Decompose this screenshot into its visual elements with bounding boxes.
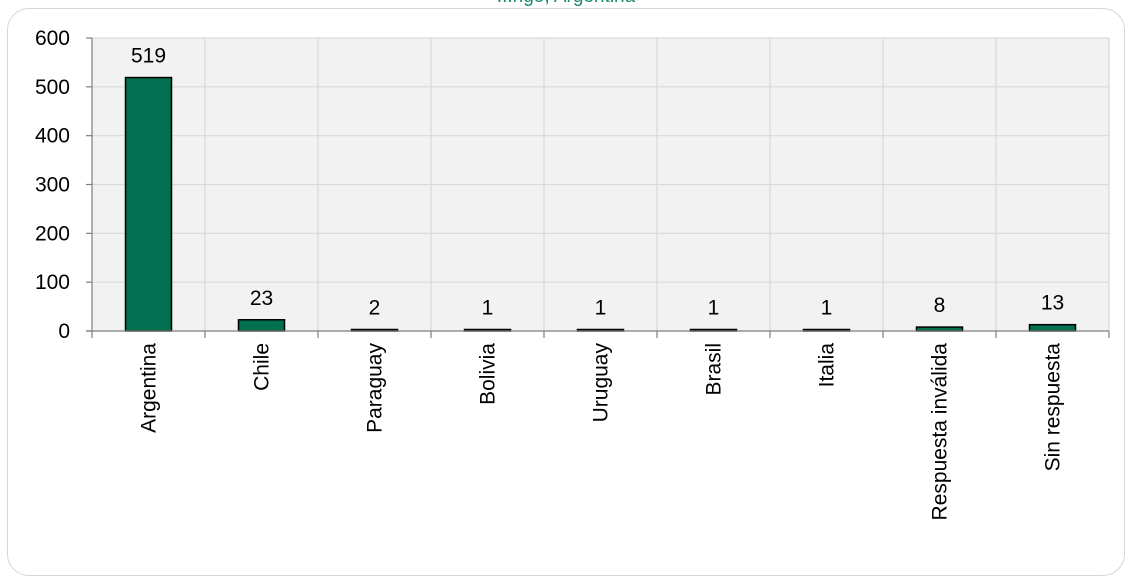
- data-labels: 519 23 2 1 1 1 1 8 13: [131, 45, 1064, 320]
- x-category-label: Brasil: [703, 343, 726, 396]
- chart-title: ...ngo, Argentina: [0, 0, 1132, 8]
- data-label: 1: [708, 297, 720, 320]
- x-category-label: Sin respuesta: [1042, 343, 1065, 472]
- y-tick-label: 200: [35, 222, 70, 245]
- x-category-label: Argentina: [138, 343, 161, 433]
- y-tick-label: 400: [35, 125, 70, 148]
- data-label: 1: [595, 297, 607, 320]
- x-category-label: Respuesta inválida: [929, 343, 952, 521]
- x-category-label: Italia: [816, 343, 839, 388]
- data-label: 519: [131, 45, 166, 68]
- data-label: 23: [250, 287, 273, 310]
- x-category-label: Chile: [251, 343, 274, 391]
- y-tick-label: 0: [58, 320, 70, 343]
- data-label: 13: [1041, 292, 1064, 315]
- y-tick-label: 500: [35, 76, 70, 99]
- bar-chile: [237, 319, 286, 332]
- data-label: 1: [482, 297, 494, 320]
- gridlines: [92, 37, 1110, 331]
- bar-argentina: [124, 76, 173, 332]
- data-label: 2: [369, 297, 381, 320]
- axes: [86, 37, 1110, 338]
- bar-series: [124, 76, 1077, 332]
- y-tick-label: 600: [35, 27, 70, 50]
- y-tick-label: 300: [35, 174, 70, 197]
- x-category-label: Uruguay: [590, 343, 613, 423]
- data-label: 8: [934, 294, 946, 317]
- x-axis-category-labels: Argentina Chile Paraguay Bolivia Uruguay Bras…: [138, 343, 1065, 521]
- y-axis-tick-labels: 0 100 200 300 400 500 600: [35, 27, 70, 343]
- x-category-label: Bolivia: [477, 343, 500, 405]
- y-tick-label: 100: [35, 271, 70, 294]
- x-category-label: Paraguay: [364, 343, 387, 433]
- data-label: 1: [821, 297, 833, 320]
- bar-sin-respuesta: [1028, 323, 1077, 332]
